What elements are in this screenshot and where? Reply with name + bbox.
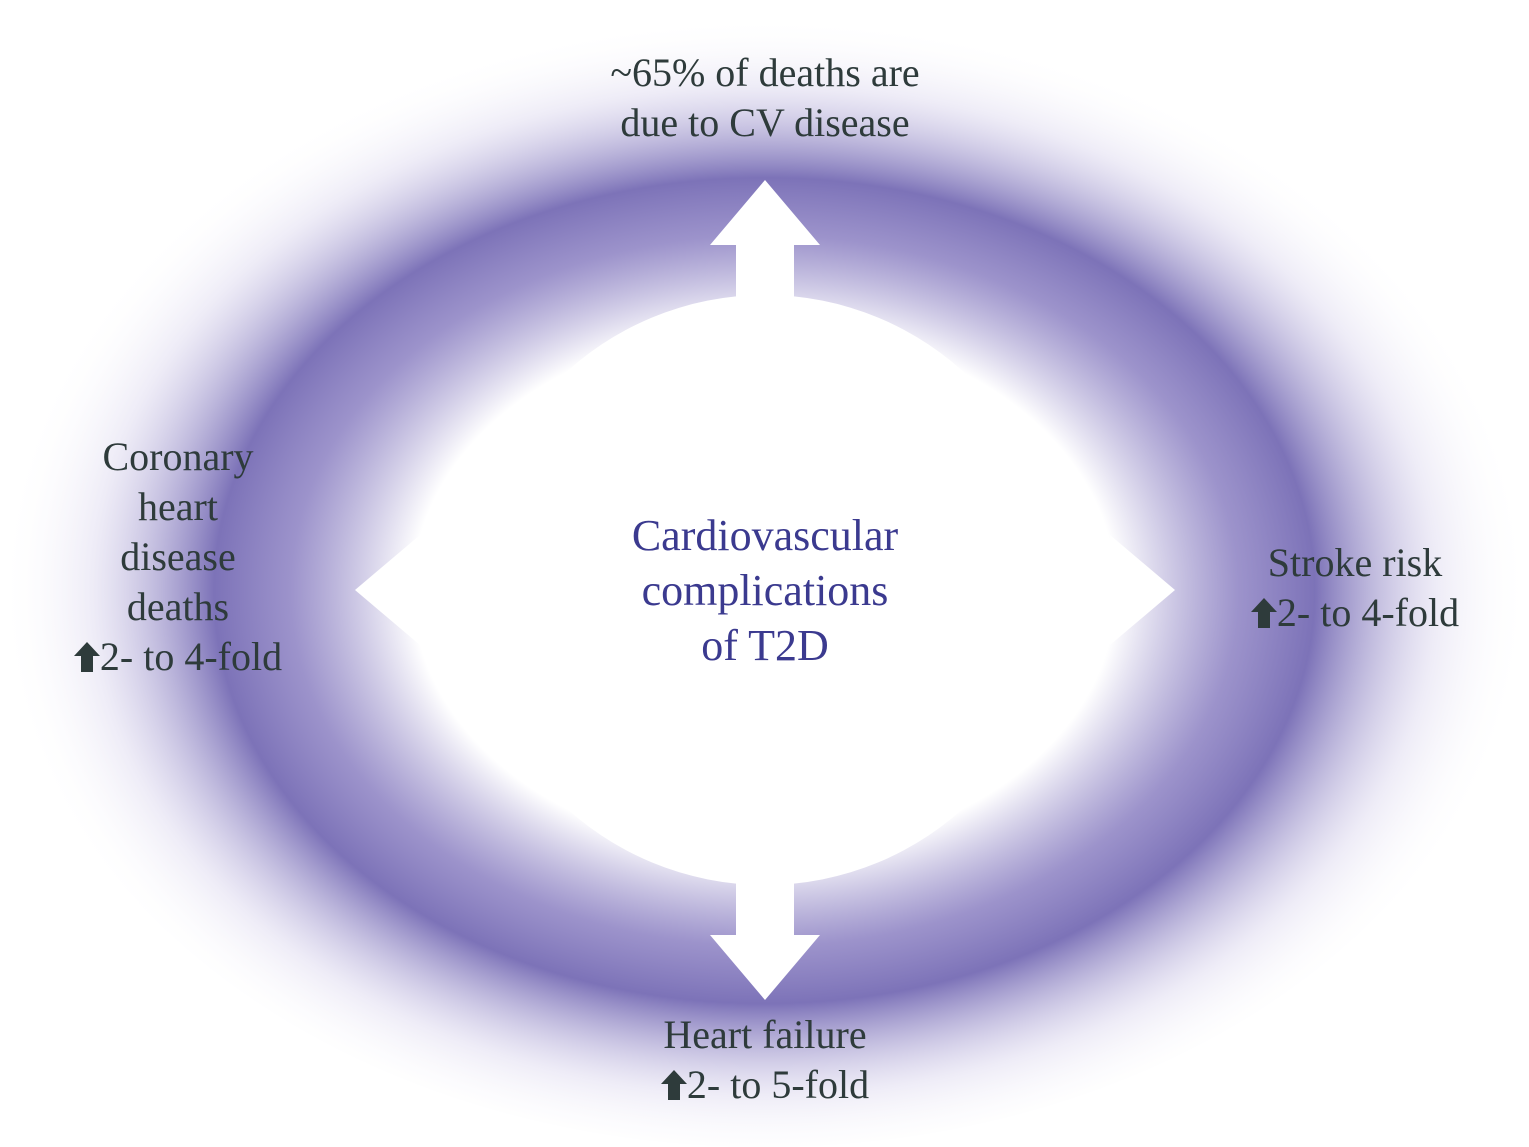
label-left-line5: 2- to 4-fold [100, 634, 282, 679]
center-title-line1: Cardiovascular [632, 508, 898, 563]
label-left-line1: Coronary [18, 432, 338, 482]
label-bottom-line2-wrap: 2- to 5-fold [555, 1060, 975, 1110]
label-left-line2: heart [18, 482, 338, 532]
label-top: ~65% of deaths are due to CV disease [455, 48, 1075, 148]
up-arrow-icon [661, 1070, 687, 1100]
label-right-line1: Stroke risk [1185, 538, 1525, 588]
label-right-line2: 2- to 4-fold [1277, 590, 1459, 635]
up-arrow-icon [1251, 598, 1277, 628]
label-bottom-line2: 2- to 5-fold [687, 1062, 869, 1107]
label-left-line4: deaths [18, 582, 338, 632]
label-right: Stroke risk 2- to 4-fold [1185, 538, 1525, 638]
label-left-line3: disease [18, 532, 338, 582]
label-right-line2-wrap: 2- to 4-fold [1185, 588, 1525, 638]
up-arrow-icon [74, 642, 100, 672]
label-bottom: Heart failure 2- to 5-fold [555, 1010, 975, 1110]
center-circle: Cardiovascular complications of T2D [470, 295, 1060, 885]
label-bottom-line1: Heart failure [555, 1010, 975, 1060]
center-title-line3: of T2D [632, 618, 898, 673]
label-top-line1: ~65% of deaths are [455, 48, 1075, 98]
center-title-line2: complications [632, 563, 898, 618]
label-left-line5-wrap: 2- to 4-fold [18, 632, 338, 682]
label-left: Coronary heart disease deaths 2- to 4-fo… [18, 432, 338, 682]
center-title: Cardiovascular complications of T2D [632, 508, 898, 673]
label-top-line2: due to CV disease [455, 98, 1075, 148]
diagram-canvas: Cardiovascular complications of T2D ~65%… [0, 0, 1529, 1147]
